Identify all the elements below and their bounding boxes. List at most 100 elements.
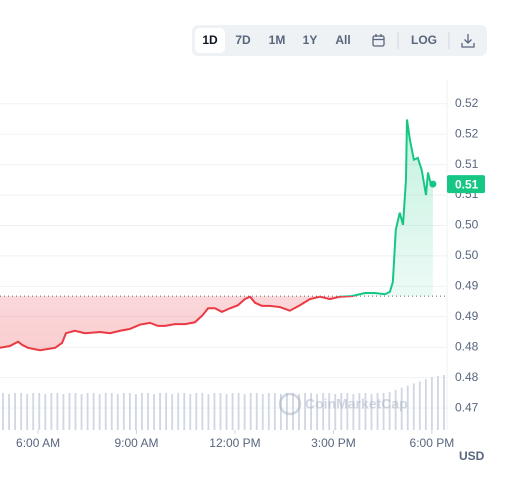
range-button[interactable]: 1D bbox=[202, 33, 218, 47]
x-tick-label: 9:00 AM bbox=[115, 436, 159, 450]
volume-bar bbox=[80, 394, 83, 430]
volume-bar bbox=[231, 392, 234, 430]
x-tick-label: 6:00 AM bbox=[16, 436, 60, 450]
volume-bar bbox=[370, 394, 373, 430]
volume-bar bbox=[116, 394, 119, 430]
x-tick-label: 3:00 PM bbox=[311, 436, 356, 450]
volume-bar bbox=[165, 392, 168, 430]
volume-bar bbox=[388, 391, 391, 430]
y-tick-label: 0.50 bbox=[455, 248, 479, 262]
volume-bar bbox=[437, 376, 439, 430]
volume-bar bbox=[122, 392, 125, 430]
volume-bar bbox=[68, 392, 71, 430]
volume-bar bbox=[304, 392, 306, 430]
volume-bar bbox=[376, 392, 379, 430]
y-tick-label: 0.51 bbox=[455, 157, 479, 171]
range-button[interactable]: 1Y bbox=[303, 33, 318, 47]
volume-bar bbox=[128, 392, 131, 430]
volume-bar bbox=[32, 392, 35, 430]
area-down bbox=[0, 296, 433, 351]
volume-bar bbox=[243, 394, 246, 430]
volume-bar bbox=[201, 392, 204, 430]
volume-bar bbox=[177, 392, 180, 430]
download-button[interactable] bbox=[461, 34, 475, 48]
y-tick-label: 0.48 bbox=[455, 370, 479, 384]
volume-bar bbox=[352, 394, 355, 430]
volume-bar bbox=[261, 394, 264, 430]
grid bbox=[0, 103, 447, 409]
volume-bar bbox=[346, 392, 349, 430]
price-line-down bbox=[0, 296, 357, 352]
toolbar: LOG 1D 7D 1M 1Y All bbox=[192, 25, 487, 56]
volume-bar bbox=[255, 392, 258, 430]
watermark: CoinMarketCap bbox=[278, 392, 408, 416]
price-line-up bbox=[249, 119, 434, 297]
volume-bar bbox=[316, 394, 319, 430]
volume-bar bbox=[98, 394, 101, 430]
volume-bar bbox=[412, 383, 415, 430]
y-tick-label: 0.49 bbox=[455, 279, 479, 293]
volume-bar bbox=[62, 394, 65, 430]
price-badge bbox=[447, 175, 485, 194]
volume-bar bbox=[183, 392, 186, 430]
volume-bar bbox=[322, 392, 325, 430]
volume-bar bbox=[400, 387, 403, 430]
volume-bar bbox=[286, 392, 288, 430]
volume-bar bbox=[104, 392, 107, 430]
x-tick-label: 6:00 PM bbox=[410, 436, 455, 450]
volume-bar bbox=[237, 392, 240, 430]
volume-bar bbox=[394, 389, 397, 430]
toolbar-bg bbox=[192, 25, 487, 56]
volume-bar bbox=[20, 392, 23, 430]
volume-bar bbox=[44, 394, 47, 430]
volume-bar bbox=[225, 394, 228, 430]
volume-bar bbox=[213, 392, 216, 430]
range-button[interactable]: 7D bbox=[235, 33, 251, 47]
volume-bar bbox=[92, 392, 95, 430]
volume-bar bbox=[418, 381, 421, 430]
volume-bar bbox=[2, 392, 4, 430]
range-button[interactable]: All bbox=[335, 33, 350, 47]
volume-bar bbox=[273, 392, 276, 430]
watermark-text: CoinMarketCap bbox=[305, 396, 408, 412]
volume-bar bbox=[141, 392, 143, 430]
volume-bar bbox=[443, 375, 445, 430]
volume-bar bbox=[147, 392, 149, 430]
volume-bar bbox=[189, 394, 192, 430]
volume-bar bbox=[159, 392, 161, 430]
volume-bar bbox=[50, 392, 53, 430]
y-tick-label: 0.49 bbox=[455, 309, 479, 323]
y-tick-label: 0.50 bbox=[455, 218, 479, 232]
volume-bar bbox=[267, 392, 270, 430]
volume-bar bbox=[310, 392, 312, 430]
volume-bar bbox=[328, 392, 331, 430]
x-tick-label: 12:00 PM bbox=[209, 436, 260, 450]
y-tick-label: 0.52 bbox=[455, 126, 479, 140]
volume-bar bbox=[334, 394, 337, 430]
range-button[interactable]: 1M bbox=[269, 33, 286, 47]
volume-bar bbox=[135, 394, 137, 430]
volume-bar bbox=[340, 392, 343, 430]
log-button[interactable]: LOG bbox=[411, 33, 437, 47]
y-tick-label: 0.48 bbox=[455, 339, 479, 353]
volume-bar bbox=[364, 392, 367, 430]
volume-bar bbox=[249, 392, 252, 430]
volume-bar bbox=[8, 394, 10, 430]
volume-bar bbox=[424, 379, 427, 430]
y-tick-label: 0.47 bbox=[455, 400, 479, 414]
volume-bar bbox=[86, 392, 89, 430]
volume-bar bbox=[382, 392, 385, 430]
currency-label: USD bbox=[459, 449, 485, 463]
volume-bar bbox=[219, 392, 222, 430]
area-up bbox=[351, 119, 433, 297]
calendar-button[interactable] bbox=[372, 34, 385, 47]
volume-bar bbox=[207, 394, 210, 430]
volume-bar bbox=[171, 394, 174, 430]
last-point bbox=[429, 180, 437, 188]
volume-bar bbox=[279, 394, 282, 430]
volume-bar bbox=[74, 392, 77, 430]
volume-bar bbox=[110, 392, 113, 430]
volume-bar bbox=[153, 394, 155, 430]
selected-bg bbox=[195, 28, 225, 53]
